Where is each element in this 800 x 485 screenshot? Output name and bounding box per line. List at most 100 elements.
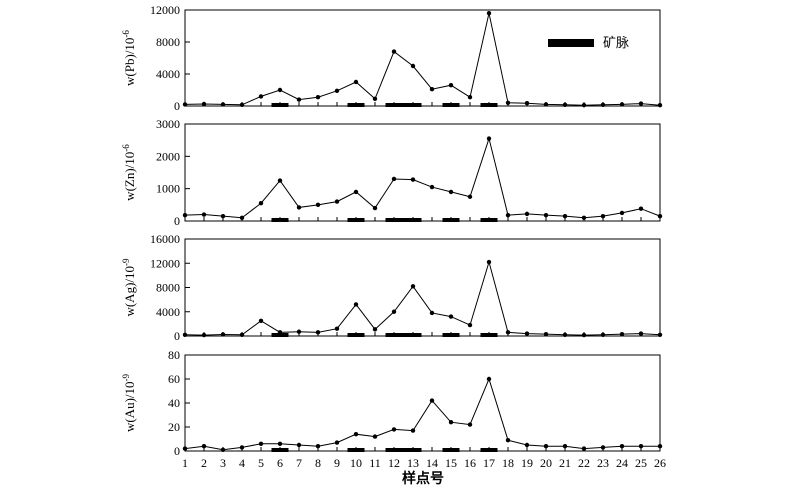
legend-vein-swatch bbox=[548, 39, 594, 47]
data-point bbox=[277, 330, 283, 335]
y-tick-label: 0 bbox=[174, 444, 180, 458]
data-point bbox=[467, 95, 473, 100]
data-point bbox=[410, 284, 416, 289]
x-tick-label: 11 bbox=[369, 456, 381, 470]
data-point bbox=[334, 326, 340, 331]
data-point bbox=[524, 442, 530, 448]
x-tick-label: 3 bbox=[220, 456, 226, 470]
data-point bbox=[562, 444, 568, 449]
y-tick-label: 20 bbox=[168, 420, 180, 434]
x-tick-label: 19 bbox=[521, 456, 533, 470]
data-point bbox=[467, 422, 473, 427]
x-tick-label: 1 bbox=[182, 456, 188, 470]
data-point bbox=[201, 444, 207, 449]
data-point bbox=[486, 11, 492, 16]
y-axis-label-exponent: -9 bbox=[121, 373, 131, 381]
data-point bbox=[543, 444, 549, 449]
x-tick-label: 6 bbox=[277, 456, 283, 470]
data-point bbox=[353, 302, 359, 307]
data-point bbox=[410, 63, 416, 69]
data-point bbox=[657, 444, 663, 449]
data-point bbox=[429, 310, 435, 316]
y-tick-label: 1000 bbox=[156, 182, 180, 196]
panel-3: 0 4000 8000 12000 16000 w(Ag)/10-9 bbox=[121, 232, 663, 343]
x-tick-label: 25 bbox=[635, 456, 647, 470]
x-tick-label: 23 bbox=[597, 456, 609, 470]
data-point bbox=[543, 102, 549, 107]
data-point bbox=[220, 213, 226, 219]
vein-bar bbox=[271, 218, 289, 222]
data-point bbox=[220, 332, 226, 337]
y-tick-label: 80 bbox=[168, 348, 180, 362]
vein-bar bbox=[480, 448, 498, 452]
y-axis-label-main: w(Au)/10 bbox=[122, 381, 137, 432]
x-tick-label: 4 bbox=[239, 456, 245, 470]
data-point bbox=[220, 102, 226, 107]
data-point bbox=[315, 330, 321, 335]
data-point bbox=[581, 446, 587, 451]
vein-bar bbox=[271, 448, 289, 452]
data-point bbox=[239, 445, 245, 450]
vein-bar bbox=[385, 103, 422, 107]
y-tick-label: 8000 bbox=[156, 281, 180, 295]
data-point bbox=[505, 100, 511, 106]
data-point bbox=[258, 201, 264, 206]
x-tick-label: 26 bbox=[654, 456, 666, 470]
vein-bar bbox=[385, 218, 422, 222]
series-line bbox=[184, 136, 661, 219]
data-point bbox=[619, 210, 625, 216]
y-axis-label-main: w(Pb)/10 bbox=[122, 38, 137, 86]
vein-bar bbox=[442, 333, 460, 337]
data-point bbox=[505, 330, 511, 335]
data-point bbox=[543, 331, 549, 337]
vein-bar bbox=[442, 218, 460, 222]
x-tick-label: 24 bbox=[616, 456, 628, 470]
data-point bbox=[201, 101, 207, 107]
data-point bbox=[429, 184, 435, 190]
x-axis: 1 2 3 4 5 6 7 8 9 10 11 12 13 14 15 16 17 18 19 20 21 22 23 24 2… bbox=[182, 456, 666, 470]
y-axis-label: w(Ag)/10-9 bbox=[121, 258, 137, 317]
data-point bbox=[239, 332, 245, 337]
data-point bbox=[391, 49, 397, 54]
x-tick-label: 10 bbox=[350, 456, 362, 470]
data-point bbox=[296, 205, 302, 210]
vein-bar bbox=[347, 448, 365, 452]
data-point bbox=[391, 427, 397, 432]
vein-bar bbox=[347, 103, 365, 107]
x-tick-label: 21 bbox=[559, 456, 571, 470]
data-point bbox=[182, 332, 188, 337]
data-point bbox=[600, 102, 606, 108]
data-point bbox=[657, 332, 663, 337]
data-point bbox=[220, 447, 226, 452]
panel-1: 0 4000 8000 12000 w(Pb)/10-6 bbox=[121, 3, 663, 113]
data-point bbox=[353, 432, 359, 437]
y-tick-label: 0 bbox=[174, 329, 180, 343]
series-line bbox=[184, 13, 661, 106]
data-point bbox=[372, 96, 378, 102]
y-tick-label: 4000 bbox=[156, 305, 180, 319]
data-point bbox=[182, 102, 188, 107]
legend: 矿脉 bbox=[548, 35, 629, 50]
y-tick-label: 0 bbox=[174, 214, 180, 228]
y-tick-label: 12000 bbox=[150, 3, 180, 17]
x-tick-label: 7 bbox=[296, 456, 302, 470]
vein-bar bbox=[347, 333, 365, 337]
x-tick-label: 9 bbox=[334, 456, 340, 470]
data-point bbox=[258, 318, 264, 324]
panel-4: 0 20 40 60 80 w(Au)/10-9 bbox=[121, 348, 663, 458]
data-point bbox=[391, 176, 397, 182]
data-point bbox=[505, 438, 511, 443]
x-tick-label: 5 bbox=[258, 456, 264, 470]
data-point bbox=[315, 202, 321, 208]
x-tick-label: 14 bbox=[426, 456, 438, 470]
data-point bbox=[410, 177, 416, 182]
data-point bbox=[524, 101, 530, 106]
data-point bbox=[486, 136, 492, 141]
series-line bbox=[184, 260, 661, 336]
vein-bar bbox=[480, 333, 498, 337]
y-tick-label: 60 bbox=[168, 372, 180, 386]
panels: 04000800012000w(Pb)/10-60100020003000w(Z… bbox=[121, 3, 663, 458]
y-tick-label: 8000 bbox=[156, 35, 180, 49]
vein-bar bbox=[442, 448, 460, 452]
